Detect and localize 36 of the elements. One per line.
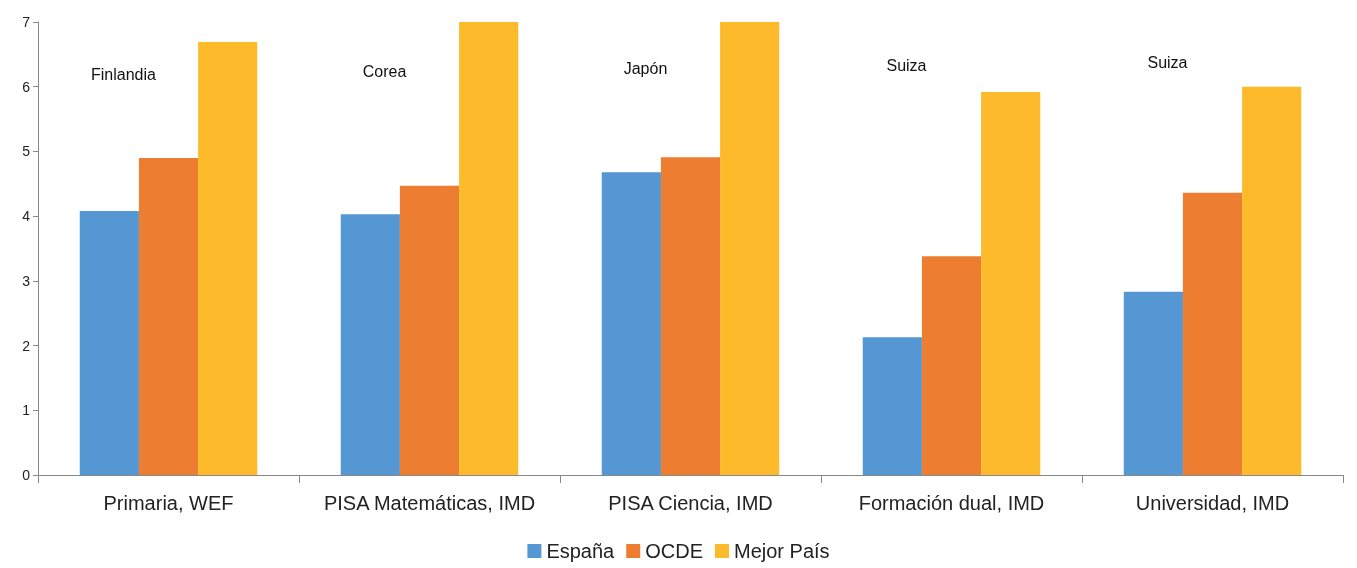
y-tick-label: 3 — [22, 272, 31, 289]
y-tick-label: 4 — [22, 208, 31, 225]
bar — [921, 256, 982, 475]
legend-label: OCDE — [645, 540, 704, 562]
bar — [79, 210, 139, 475]
bar — [459, 22, 519, 475]
bar — [1182, 192, 1243, 475]
y-tick-label: 0 — [22, 467, 31, 483]
annotation: Finlandia — [91, 65, 157, 83]
annotation: Corea — [362, 62, 407, 80]
bar — [198, 42, 258, 475]
bar — [1123, 291, 1183, 475]
x-tick-label: PISA Matemáticas, IMD — [323, 492, 536, 514]
annotation: Suiza — [1147, 53, 1188, 71]
bar — [660, 157, 721, 475]
y-tick-label: 1 — [22, 402, 31, 419]
y-tick-label: 2 — [22, 337, 31, 354]
legend-label: Mejor País — [734, 540, 830, 562]
bar — [399, 185, 460, 475]
legend-label: España — [546, 540, 616, 562]
y-tick-label: 5 — [22, 143, 31, 160]
bar — [138, 157, 199, 475]
bar — [1242, 86, 1302, 475]
annotation: Japón — [623, 59, 668, 77]
x-tick-label: Primaria, WEF — [103, 492, 234, 514]
bar — [720, 22, 780, 475]
bar — [981, 91, 1041, 475]
x-tick-label: Universidad, IMD — [1135, 492, 1290, 514]
bar — [601, 172, 661, 475]
x-tick-label: Formación dual, IMD — [858, 492, 1045, 514]
y-tick-label: 6 — [22, 78, 31, 95]
y-tick-label: 7 — [22, 14, 31, 30]
annotation: Suiza — [886, 56, 927, 74]
bar — [862, 337, 922, 475]
bar — [340, 214, 400, 475]
x-tick-label: PISA Ciencia, IMD — [608, 492, 773, 514]
